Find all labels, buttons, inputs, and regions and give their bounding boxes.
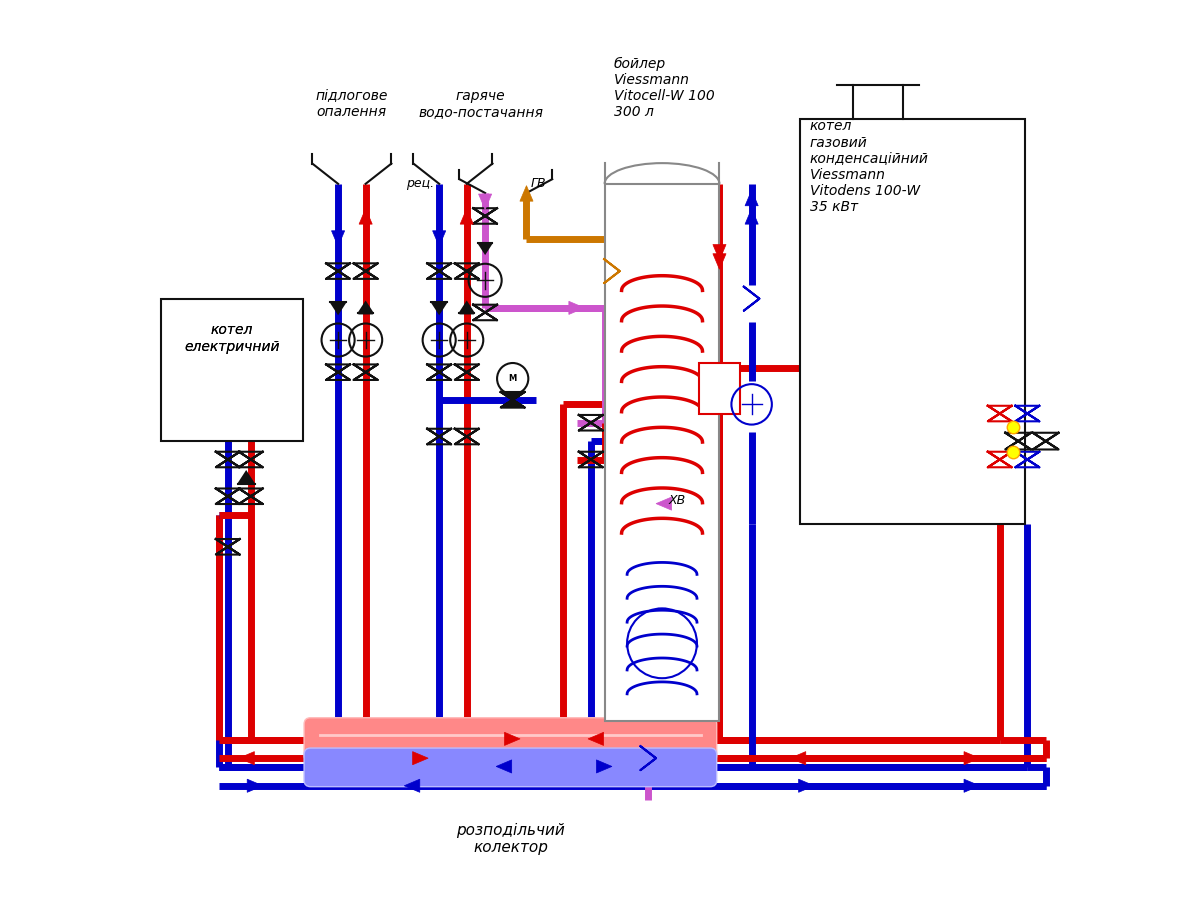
Bar (161, 299, 304, 441)
Polygon shape (520, 186, 533, 201)
Polygon shape (239, 752, 254, 765)
Polygon shape (239, 472, 254, 483)
Polygon shape (745, 209, 758, 224)
Polygon shape (331, 231, 344, 246)
Text: M: M (509, 374, 517, 383)
Polygon shape (713, 244, 726, 260)
Polygon shape (331, 302, 346, 313)
Bar (800, 119, 1026, 524)
Text: ХВ: ХВ (668, 494, 686, 507)
Polygon shape (432, 302, 446, 313)
Bar (605, 184, 720, 721)
Polygon shape (433, 231, 445, 246)
Text: котел
електричний: котел електричний (184, 323, 280, 354)
Text: котел
газовий
конденсаційний
Viessmann
Vitodens 100-W
35 кВт: котел газовий конденсаційний Viessmann V… (810, 119, 929, 214)
Polygon shape (713, 254, 726, 269)
Polygon shape (596, 760, 612, 773)
Text: котел
електричний: котел електричний (184, 323, 280, 354)
Polygon shape (500, 392, 524, 407)
Polygon shape (964, 752, 979, 765)
Polygon shape (479, 244, 492, 253)
Polygon shape (964, 779, 979, 792)
Polygon shape (569, 301, 584, 314)
Polygon shape (791, 752, 805, 765)
Polygon shape (588, 732, 604, 745)
Text: підлогове
опалення: підлогове опалення (316, 89, 388, 119)
Polygon shape (404, 779, 420, 792)
Polygon shape (798, 779, 814, 792)
Text: бойлер
Viessmann
Vitocell-W 100
300 л: бойлер Viessmann Vitocell-W 100 300 л (613, 57, 714, 119)
Polygon shape (359, 209, 372, 224)
Text: ГВ: ГВ (532, 177, 547, 190)
Polygon shape (745, 190, 758, 206)
Text: рец.: рец. (407, 177, 434, 190)
Polygon shape (359, 302, 373, 313)
FancyBboxPatch shape (304, 718, 716, 762)
Polygon shape (460, 302, 474, 313)
Text: гаряче
водо-постачання: гаряче водо-постачання (418, 89, 544, 119)
Text: розподільчий
колектор: розподільчий колектор (456, 823, 565, 855)
Polygon shape (656, 497, 672, 510)
FancyBboxPatch shape (304, 748, 716, 787)
Polygon shape (496, 760, 511, 773)
Polygon shape (247, 779, 263, 792)
Polygon shape (413, 752, 428, 765)
Polygon shape (504, 732, 520, 745)
Polygon shape (460, 209, 473, 224)
Bar (700, 363, 739, 414)
Polygon shape (479, 194, 492, 210)
